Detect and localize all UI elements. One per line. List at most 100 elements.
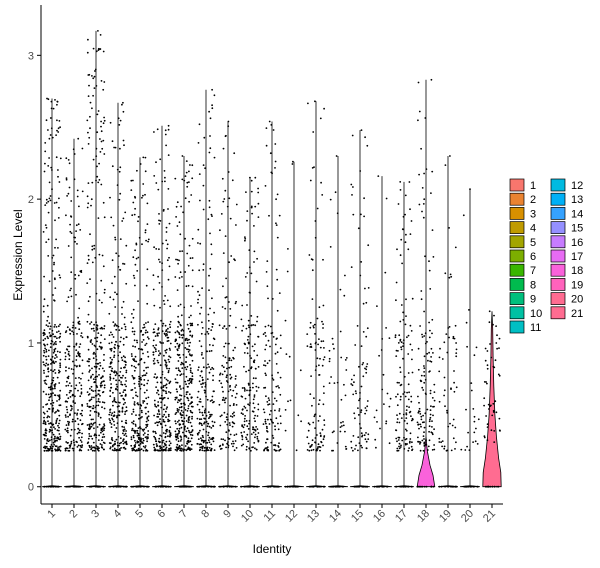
data-point [211, 399, 213, 402]
data-point [423, 367, 426, 369]
data-point [365, 301, 368, 304]
data-point [155, 432, 157, 435]
data-point [158, 354, 160, 357]
data-point [96, 328, 99, 330]
data-point [235, 384, 238, 386]
data-point [231, 179, 234, 182]
data-point [121, 425, 124, 428]
data-point [420, 415, 423, 418]
legend-swatch-21 [550, 306, 566, 320]
data-point [450, 449, 453, 452]
data-point [312, 131, 315, 133]
data-point [90, 485, 93, 488]
data-point [423, 335, 426, 337]
data-point [268, 413, 271, 416]
data-point [256, 437, 259, 440]
data-point [139, 387, 142, 390]
data-point [75, 224, 78, 227]
data-point [240, 395, 243, 398]
data-point [42, 406, 45, 408]
data-point [254, 367, 257, 370]
data-point [317, 343, 319, 346]
data-point [183, 306, 186, 309]
data-point [431, 318, 434, 321]
legend-label-1: 1 [530, 180, 536, 192]
data-point [160, 406, 163, 409]
data-point [314, 349, 317, 351]
data-point [498, 374, 501, 377]
data-point [143, 379, 146, 381]
data-point [318, 306, 321, 309]
data-point [244, 239, 246, 242]
data-point [146, 351, 149, 353]
data-point [428, 336, 431, 339]
data-point [361, 446, 363, 449]
data-point [199, 446, 202, 449]
violins-layer [42, 30, 502, 488]
data-point [385, 422, 387, 425]
data-point [81, 147, 84, 150]
data-point [350, 378, 353, 381]
data-point [185, 485, 188, 488]
data-point [46, 416, 49, 419]
data-point [99, 384, 102, 387]
data-point [225, 446, 228, 449]
data-point [365, 368, 368, 371]
data-point [201, 287, 204, 290]
data-point [157, 485, 160, 488]
data-point [274, 352, 277, 355]
data-point [229, 424, 231, 426]
data-point [249, 292, 252, 294]
data-point [207, 363, 210, 366]
data-point [75, 384, 78, 387]
data-point [146, 440, 149, 443]
data-point [495, 342, 498, 344]
data-point [342, 421, 344, 423]
data-point [388, 337, 391, 339]
data-point [353, 381, 355, 384]
data-point [344, 430, 346, 433]
data-point [132, 447, 135, 450]
data-point [98, 434, 100, 437]
data-point [156, 392, 158, 394]
data-point [48, 399, 50, 402]
data-point [257, 202, 260, 205]
data-point [133, 382, 136, 385]
data-point [180, 394, 183, 397]
data-point [219, 444, 222, 447]
data-point [438, 356, 441, 359]
data-point [197, 390, 200, 393]
data-point [417, 411, 420, 414]
x-tick-label-16: 16 [371, 508, 388, 525]
data-point [130, 438, 133, 441]
data-point [253, 225, 255, 227]
data-point [79, 419, 82, 422]
data-point [404, 428, 407, 431]
data-point [50, 359, 53, 362]
data-point [78, 376, 80, 379]
data-point [397, 350, 399, 352]
data-point [328, 360, 331, 363]
data-point [156, 381, 159, 384]
data-point [448, 336, 450, 339]
data-point [145, 366, 148, 369]
data-point [418, 173, 420, 176]
data-point [475, 427, 477, 430]
data-point [98, 179, 101, 181]
data-point [321, 194, 324, 196]
data-point [211, 107, 214, 110]
data-point [134, 423, 137, 426]
data-point [243, 352, 246, 354]
data-point [162, 322, 165, 325]
data-point [360, 432, 363, 435]
data-point [124, 389, 127, 392]
data-point [190, 425, 193, 428]
data-point [68, 367, 70, 370]
data-point [51, 379, 53, 381]
data-point [291, 163, 294, 165]
data-point [472, 408, 475, 410]
data-point [273, 397, 276, 400]
data-point [134, 387, 136, 389]
data-point [153, 399, 156, 402]
data-point [454, 448, 456, 450]
